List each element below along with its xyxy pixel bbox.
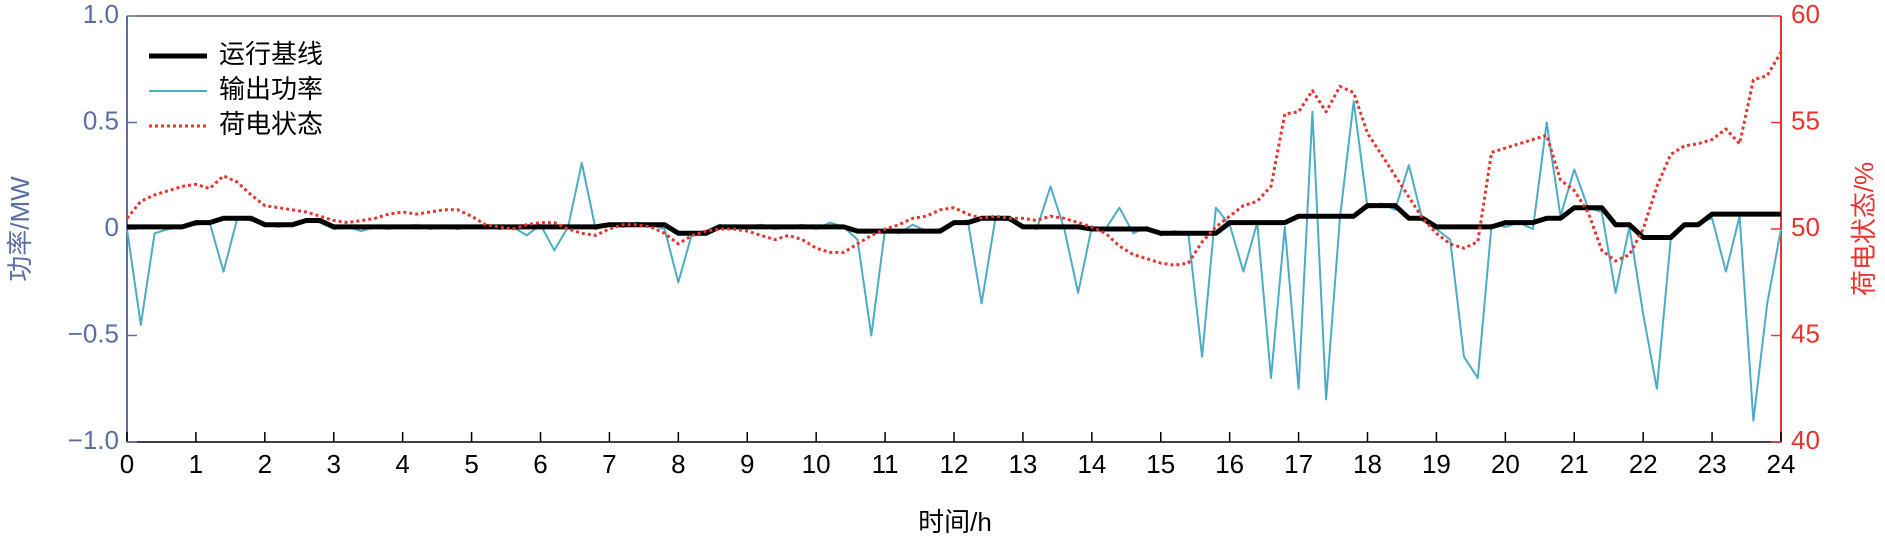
legend-label: 输出功率 (219, 74, 323, 104)
series-line (127, 203, 1781, 240)
x-tick-label: 15 (1146, 449, 1175, 479)
y-tick-label: 0 (105, 212, 119, 242)
x-tick-label: 11 (872, 449, 899, 479)
y2-tick-label: 60 (1791, 0, 1820, 29)
x-tick-label: 21 (1560, 449, 1589, 479)
x-tick-label: 19 (1422, 449, 1451, 479)
legend-label: 荷电状态 (219, 109, 323, 139)
x-tick-label: 24 (1767, 449, 1796, 479)
x-tick-label: 16 (1215, 449, 1244, 479)
x-tick-label: 9 (740, 449, 754, 479)
y2-tick-label: 40 (1791, 425, 1820, 455)
x-tick-label: 18 (1353, 449, 1382, 479)
x-tick-label: 12 (940, 449, 969, 479)
y-tick-label: 0.5 (83, 105, 119, 135)
x-tick-label: 14 (1077, 449, 1106, 479)
x-tick-label: 20 (1491, 449, 1520, 479)
y2-tick-label: 55 (1791, 105, 1820, 135)
y2-axis-label: 荷电状态/% (1849, 162, 1879, 296)
x-tick-label: 22 (1629, 449, 1658, 479)
x-tick-label: 1 (189, 449, 203, 479)
y-tick-label: −1.0 (68, 425, 119, 455)
series-line (125, 51, 1783, 267)
x-tick-label: 6 (533, 449, 547, 479)
y-tick-label: −0.5 (68, 318, 119, 348)
x-tick-label: 3 (327, 449, 341, 479)
x-tick-label: 2 (258, 449, 272, 479)
x-tick-label: 4 (395, 449, 409, 479)
x-tick-label: 23 (1698, 449, 1727, 479)
x-tick-label: 0 (120, 449, 134, 479)
legend-label: 运行基线 (219, 39, 323, 69)
series-line (126, 100, 1782, 422)
x-tick-label: 13 (1008, 449, 1037, 479)
x-tick-label: 17 (1284, 449, 1313, 479)
y2-tick-label: 50 (1791, 212, 1820, 242)
x-axis-label: 时间/h (918, 507, 992, 537)
x-tick-label: 7 (602, 449, 616, 479)
x-tick-label: 5 (464, 449, 478, 479)
y2-tick-label: 45 (1791, 318, 1820, 348)
x-tick-label: 10 (802, 449, 831, 479)
x-tick-label: 8 (671, 449, 685, 479)
y-tick-label: 1.0 (83, 0, 119, 29)
y-axis-label: 功率/MW (5, 176, 35, 282)
